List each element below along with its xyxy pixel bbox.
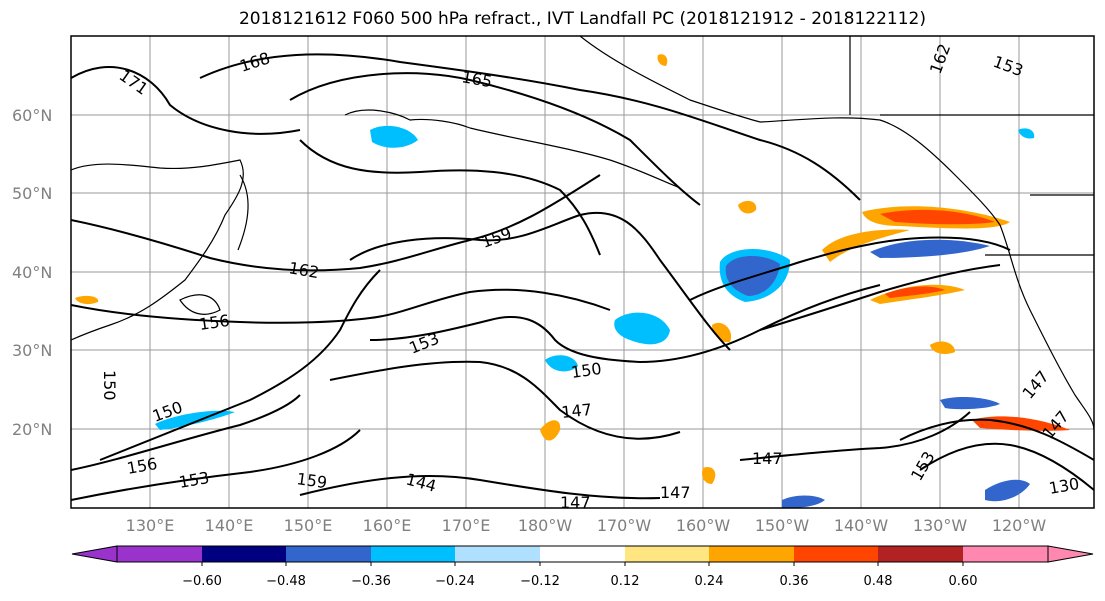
- colorbar-tick-label: 0.60: [949, 574, 978, 589]
- contour-label: 159: [295, 469, 328, 492]
- contour-label: 147: [560, 400, 592, 422]
- colorbar-tick-label: −0.48: [266, 574, 306, 589]
- lon-label: 140°E: [205, 516, 254, 535]
- contour-label: 150: [100, 370, 119, 401]
- coastlines: [71, 36, 1094, 431]
- colorbar-swatch: [794, 546, 878, 562]
- lon-label: 150°W: [755, 516, 810, 535]
- contour-label: 147: [752, 449, 783, 468]
- lat-label: 60°N: [12, 106, 52, 125]
- colorbar-extend-min: [71, 545, 118, 563]
- colorbar-swatch: [455, 546, 540, 562]
- colorbar-swatch: [540, 546, 625, 562]
- colorbar-swatch: [117, 546, 202, 562]
- colorbar: [71, 545, 1094, 566]
- lon-label: 160°E: [363, 516, 412, 535]
- lon-label: 140°W: [834, 516, 889, 535]
- lon-label: 160°W: [676, 516, 731, 535]
- colorbar-tick-label: 0.12: [611, 574, 640, 589]
- contour-label: 150: [570, 359, 603, 382]
- colorbar-tick-label: 0.48: [864, 574, 893, 589]
- colorbar-tick-label: −0.24: [435, 574, 475, 589]
- lon-label: 170°E: [442, 516, 491, 535]
- colorbar-tick-label: −0.36: [351, 574, 391, 589]
- lat-label: 30°N: [12, 341, 52, 360]
- map-title: 2018121612 F060 500 hPa refract., IVT La…: [238, 9, 926, 29]
- lon-label: 130°W: [913, 516, 968, 535]
- lon-label: 120°W: [992, 516, 1047, 535]
- colorbar-swatch: [709, 546, 794, 562]
- lat-label: 50°N: [12, 184, 52, 203]
- refractivity-contours: [71, 53, 1094, 501]
- contour-label: 147: [560, 493, 591, 512]
- latitude-labels: 60°N 50°N 40°N 30°N 20°N: [12, 106, 52, 439]
- colorbar-swatch: [371, 546, 455, 562]
- lat-label: 20°N: [12, 420, 52, 439]
- colorbar-frame: [116, 545, 1049, 563]
- lon-label: 180°W: [518, 516, 573, 535]
- colorbar-tick-label: 0.36: [780, 574, 809, 589]
- colorbar-tick-label: −0.12: [520, 574, 560, 589]
- contour-label: 156: [198, 311, 231, 334]
- colorbar-swatch: [878, 546, 963, 562]
- lat-label: 40°N: [12, 263, 52, 282]
- longitude-labels: 130°E 140°E 150°E 160°E 170°E 180°W 170°…: [126, 516, 1047, 535]
- lon-label: 130°E: [126, 516, 175, 535]
- colorbar-swatch: [625, 546, 709, 562]
- map-frame: [70, 35, 1095, 509]
- colorbar-swatch: [963, 546, 1048, 562]
- colorbar-tick-label: 0.24: [695, 574, 724, 589]
- colorbar-swatch: [202, 546, 286, 562]
- colorbar-tick-label: −0.60: [182, 574, 222, 589]
- colorbar-tick-labels: −0.60 −0.48 −0.36 −0.24 −0.12 0.12 0.24 …: [182, 574, 977, 589]
- colorbar-swatch: [286, 546, 371, 562]
- colorbar-extend-max: [1047, 545, 1094, 563]
- lon-label: 170°W: [597, 516, 652, 535]
- lon-label: 150°E: [284, 516, 333, 535]
- contour-label: 147: [660, 483, 691, 502]
